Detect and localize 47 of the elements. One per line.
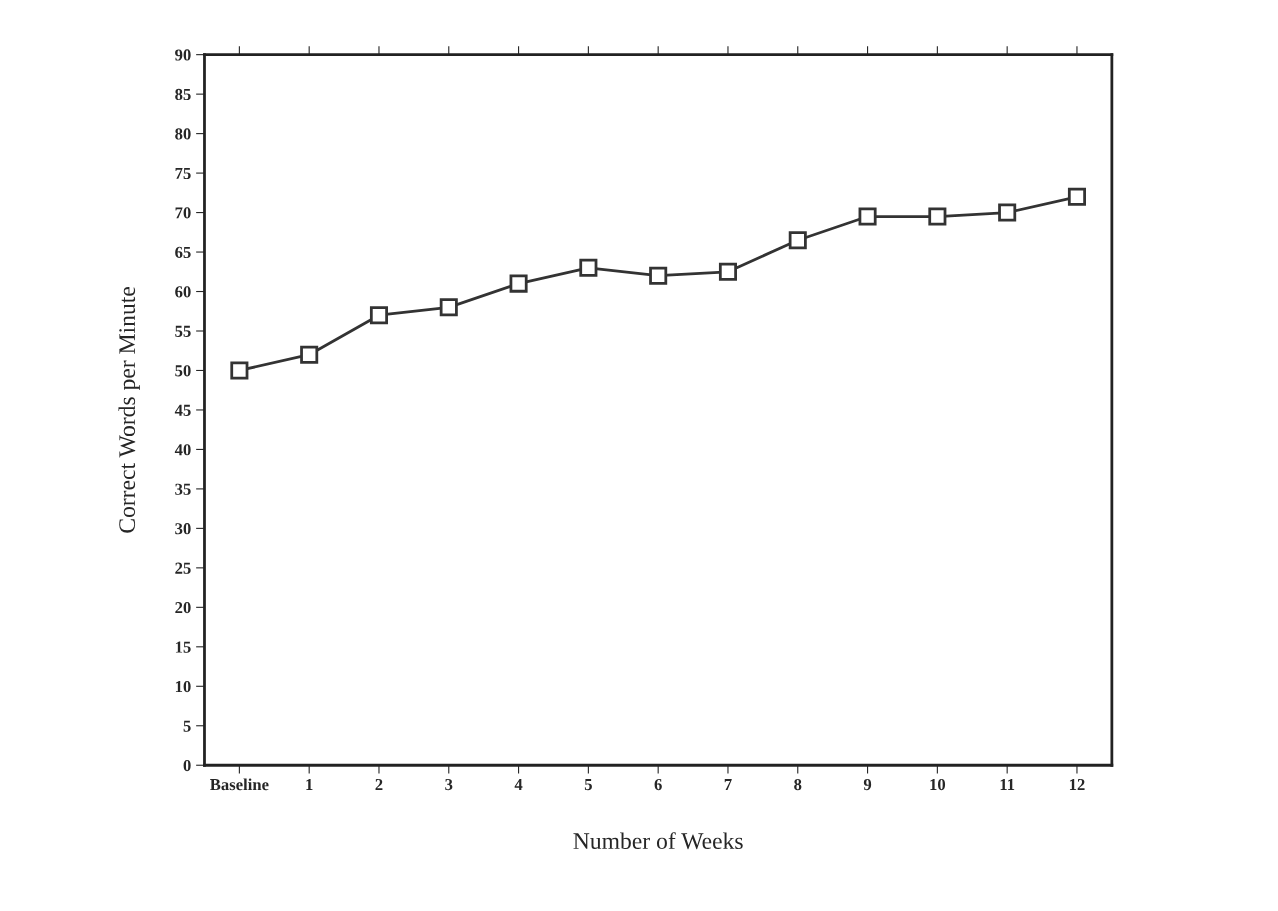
y-tick-label: 80 <box>175 128 191 140</box>
y-tick-label: 20 <box>175 602 191 614</box>
y-tick-label: 85 <box>175 88 191 101</box>
y-tick-label: 90 <box>175 49 191 61</box>
x-tick-label: 6 <box>654 778 662 791</box>
y-tick-label: 40 <box>174 444 191 456</box>
y-tick-label: 15 <box>175 641 191 653</box>
point <box>439 298 458 317</box>
x-tick-label: 12 <box>1069 778 1085 790</box>
x-tick-label: 4 <box>514 779 523 790</box>
point <box>300 345 319 364</box>
x-tick-label: 11 <box>1000 779 1015 790</box>
x-tick-label: 9 <box>863 778 872 791</box>
x-tick-label: 3 <box>445 778 453 791</box>
point <box>928 207 947 226</box>
point <box>718 262 737 281</box>
x-tick-label: 5 <box>584 779 592 791</box>
point <box>509 274 528 293</box>
x-tick-label: 1 <box>306 779 313 790</box>
point <box>579 258 598 277</box>
point <box>858 207 877 226</box>
y-tick-label: 55 <box>175 325 191 337</box>
y-tick-label: 10 <box>175 680 191 693</box>
y-tick-label: 60 <box>175 286 191 298</box>
point <box>230 361 249 380</box>
x-tick-label: Baseline <box>210 778 269 791</box>
point <box>788 231 807 250</box>
point <box>1067 187 1086 206</box>
y-tick-label: 70 <box>175 207 191 219</box>
point <box>998 203 1017 222</box>
x-tick-label: 7 <box>724 779 732 790</box>
x-tick-label: 10 <box>930 778 946 791</box>
x-tick-label: 8 <box>794 778 802 791</box>
y-tick-label: 45 <box>174 404 191 416</box>
y-tick-label: 25 <box>175 562 191 574</box>
x-tick-label: 2 <box>375 778 383 790</box>
x-axis-title: Number of Weeks <box>573 832 743 850</box>
y-tick-label: 0 <box>183 759 191 772</box>
y-tick-label: 30 <box>175 523 191 535</box>
point <box>369 306 389 325</box>
point <box>649 266 668 285</box>
y-tick-label: 35 <box>175 483 191 495</box>
y-tick-label: 75 <box>175 167 191 180</box>
y-tick-label: 65 <box>175 246 191 258</box>
y-tick-label: 5 <box>183 720 191 732</box>
y-axis-title: Correct Words per Minute <box>118 287 140 533</box>
y-tick-label: 50 <box>175 365 191 377</box>
